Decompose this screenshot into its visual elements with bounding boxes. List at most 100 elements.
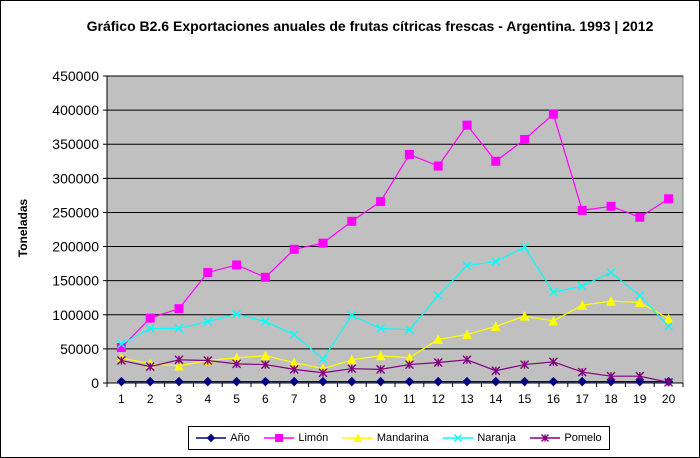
data-point xyxy=(664,194,674,204)
y-tick-label: 0 xyxy=(91,375,99,391)
x-tick-label: 1 xyxy=(118,392,125,406)
y-tick-label: 200000 xyxy=(52,239,99,255)
legend-swatch xyxy=(530,434,561,442)
data-point xyxy=(347,376,357,387)
data-point xyxy=(232,309,242,319)
data-point xyxy=(260,317,270,327)
legend-label: Año xyxy=(230,432,250,444)
x-tick-label: 6 xyxy=(262,392,269,406)
y-tick-label: 50000 xyxy=(60,341,99,357)
data-point xyxy=(145,313,155,323)
data-point xyxy=(318,354,328,364)
data-point xyxy=(231,376,242,387)
y-tick-label: 400000 xyxy=(52,102,99,118)
data-point xyxy=(275,434,284,442)
data-point xyxy=(203,355,213,365)
series-line xyxy=(121,300,669,370)
data-point xyxy=(404,149,414,159)
x-tick-labels: 1 2 3 4 5 6 7 8 9 10 11 12 13 14 15 16 17 18 19 20 xyxy=(118,392,676,406)
data-point xyxy=(260,376,271,387)
x-tick-label: 3 xyxy=(176,392,183,406)
legend-swatch xyxy=(342,433,373,442)
x-tick-label: 5 xyxy=(233,392,240,406)
x-tick-label: 14 xyxy=(489,392,503,406)
data-point xyxy=(577,367,587,377)
data-point xyxy=(577,300,588,310)
legend-label: Limón xyxy=(298,432,329,444)
legend: Año Limón Mandarina Naranja Pomelo xyxy=(188,426,610,450)
data-point xyxy=(404,376,415,387)
data-point xyxy=(289,376,299,387)
data-point xyxy=(664,377,674,387)
x-tick-label: 9 xyxy=(348,392,355,406)
series-5 xyxy=(116,355,674,387)
data-point xyxy=(577,376,587,387)
data-point xyxy=(347,216,357,226)
legend-swatch xyxy=(264,434,295,442)
data-point xyxy=(548,287,558,297)
data-point xyxy=(519,311,530,321)
data-point xyxy=(491,366,501,376)
data-point xyxy=(174,304,184,314)
x-tick-label: 16 xyxy=(547,392,561,406)
data-point xyxy=(462,120,472,130)
x-tick-label: 2 xyxy=(147,392,154,406)
legend-item: Pomelo xyxy=(530,432,602,444)
y-tick-label: 350000 xyxy=(52,136,99,152)
x-tick-label: 20 xyxy=(662,392,676,406)
data-point xyxy=(347,364,357,374)
data-point xyxy=(404,360,414,370)
y-tick-label: 300000 xyxy=(52,170,99,186)
data-point xyxy=(462,355,472,365)
data-point xyxy=(548,376,559,387)
data-point xyxy=(318,376,328,387)
data-point xyxy=(116,339,126,349)
data-point xyxy=(346,354,357,365)
y-axis-label: Toneladas xyxy=(16,198,30,257)
data-point xyxy=(289,244,299,254)
series-line xyxy=(121,359,669,383)
data-point xyxy=(606,371,616,381)
data-point xyxy=(520,134,530,144)
y-tick-labels: 0 50000 100000 150000 200000 250000 300000 3500… xyxy=(52,68,99,391)
data-point xyxy=(635,212,645,222)
data-point xyxy=(491,156,501,166)
data-point xyxy=(606,376,616,387)
data-point xyxy=(145,323,155,333)
legend-label: Naranja xyxy=(477,432,516,444)
data-point xyxy=(664,321,674,331)
data-point xyxy=(663,313,674,324)
data-point xyxy=(376,364,386,374)
series-4 xyxy=(116,242,674,364)
plot-area xyxy=(106,75,684,384)
data-point xyxy=(375,376,386,387)
data-point xyxy=(548,357,558,367)
gridlines xyxy=(107,75,683,350)
data-point xyxy=(353,433,363,442)
data-point xyxy=(376,197,386,207)
data-point xyxy=(462,376,472,387)
data-point xyxy=(454,434,463,442)
x-tick-label: 12 xyxy=(432,392,446,406)
data-point xyxy=(289,330,299,340)
legend-item: Naranja xyxy=(443,432,516,444)
data-point xyxy=(203,317,213,327)
data-point xyxy=(347,310,357,320)
data-point xyxy=(433,291,443,301)
x-tick-label: 4 xyxy=(204,392,211,406)
data-point xyxy=(404,325,414,335)
data-point xyxy=(577,205,587,215)
data-point xyxy=(174,376,184,387)
x-tick-label: 15 xyxy=(518,392,532,406)
data-point xyxy=(174,323,184,333)
x-tick-label: 19 xyxy=(633,392,647,406)
data-point xyxy=(433,161,443,171)
data-point xyxy=(289,364,299,374)
data-point xyxy=(145,362,155,372)
legend-label: Mandarina xyxy=(376,432,429,444)
data-point xyxy=(635,371,645,381)
data-point xyxy=(232,359,242,369)
data-point xyxy=(635,376,645,387)
series-2 xyxy=(116,109,674,353)
